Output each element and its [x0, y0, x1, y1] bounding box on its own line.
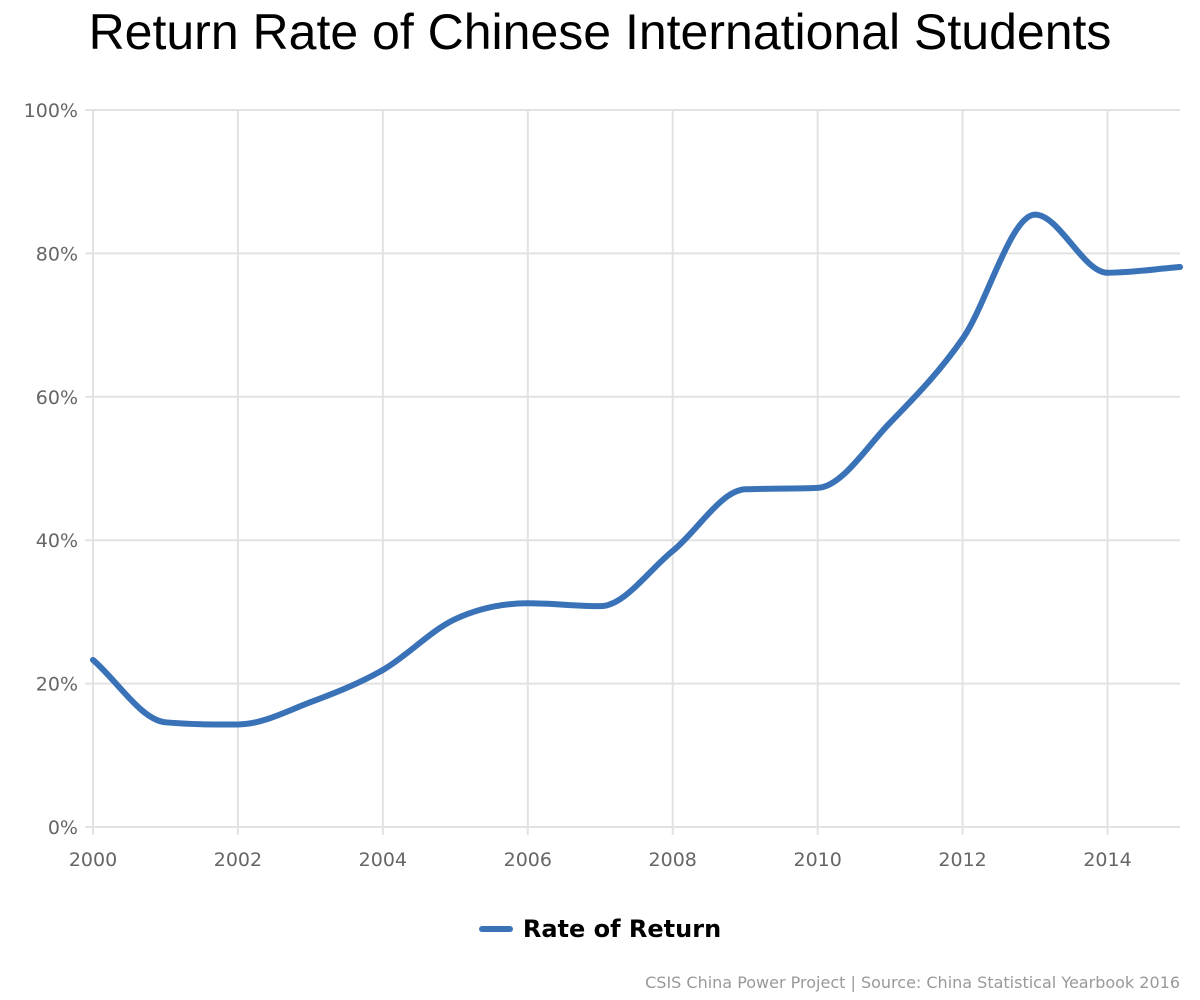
- x-tick-label: 2006: [504, 849, 552, 871]
- x-tick-label: 2012: [938, 849, 986, 871]
- chart-title: Return Rate of Chinese International Stu…: [88, 4, 1112, 60]
- y-axis-ticks: 0% 20% 40% 60% 80% 100%: [24, 100, 78, 839]
- x-tick-label: 2004: [359, 849, 407, 871]
- series-line-rate-of-return: [90, 211, 1183, 728]
- x-axis-ticks: 2000 2002 2004 2006 2008 2010 2012 2014: [69, 849, 1132, 871]
- x-tick-label: 2008: [649, 849, 697, 871]
- grid-lines: [85, 109, 1180, 835]
- y-tick-label: 20%: [36, 674, 78, 696]
- y-tick-label: 0%: [48, 817, 78, 839]
- y-tick-label: 40%: [36, 530, 78, 552]
- series-layer: [90, 211, 1183, 728]
- x-tick-label: 2010: [793, 849, 841, 871]
- legend-swatch: [478, 926, 513, 932]
- y-tick-label: 80%: [36, 243, 78, 265]
- x-tick-label: 2000: [69, 849, 117, 871]
- source-footer: CSIS China Power Project | Source: China…: [645, 973, 1180, 992]
- y-tick-label: 100%: [24, 100, 78, 122]
- y-tick-label: 60%: [36, 387, 78, 409]
- legend: Rate of Return: [0, 915, 1200, 943]
- x-tick-label: 2002: [214, 849, 262, 871]
- legend-label: Rate of Return: [522, 915, 722, 943]
- x-tick-label: 2014: [1083, 849, 1131, 871]
